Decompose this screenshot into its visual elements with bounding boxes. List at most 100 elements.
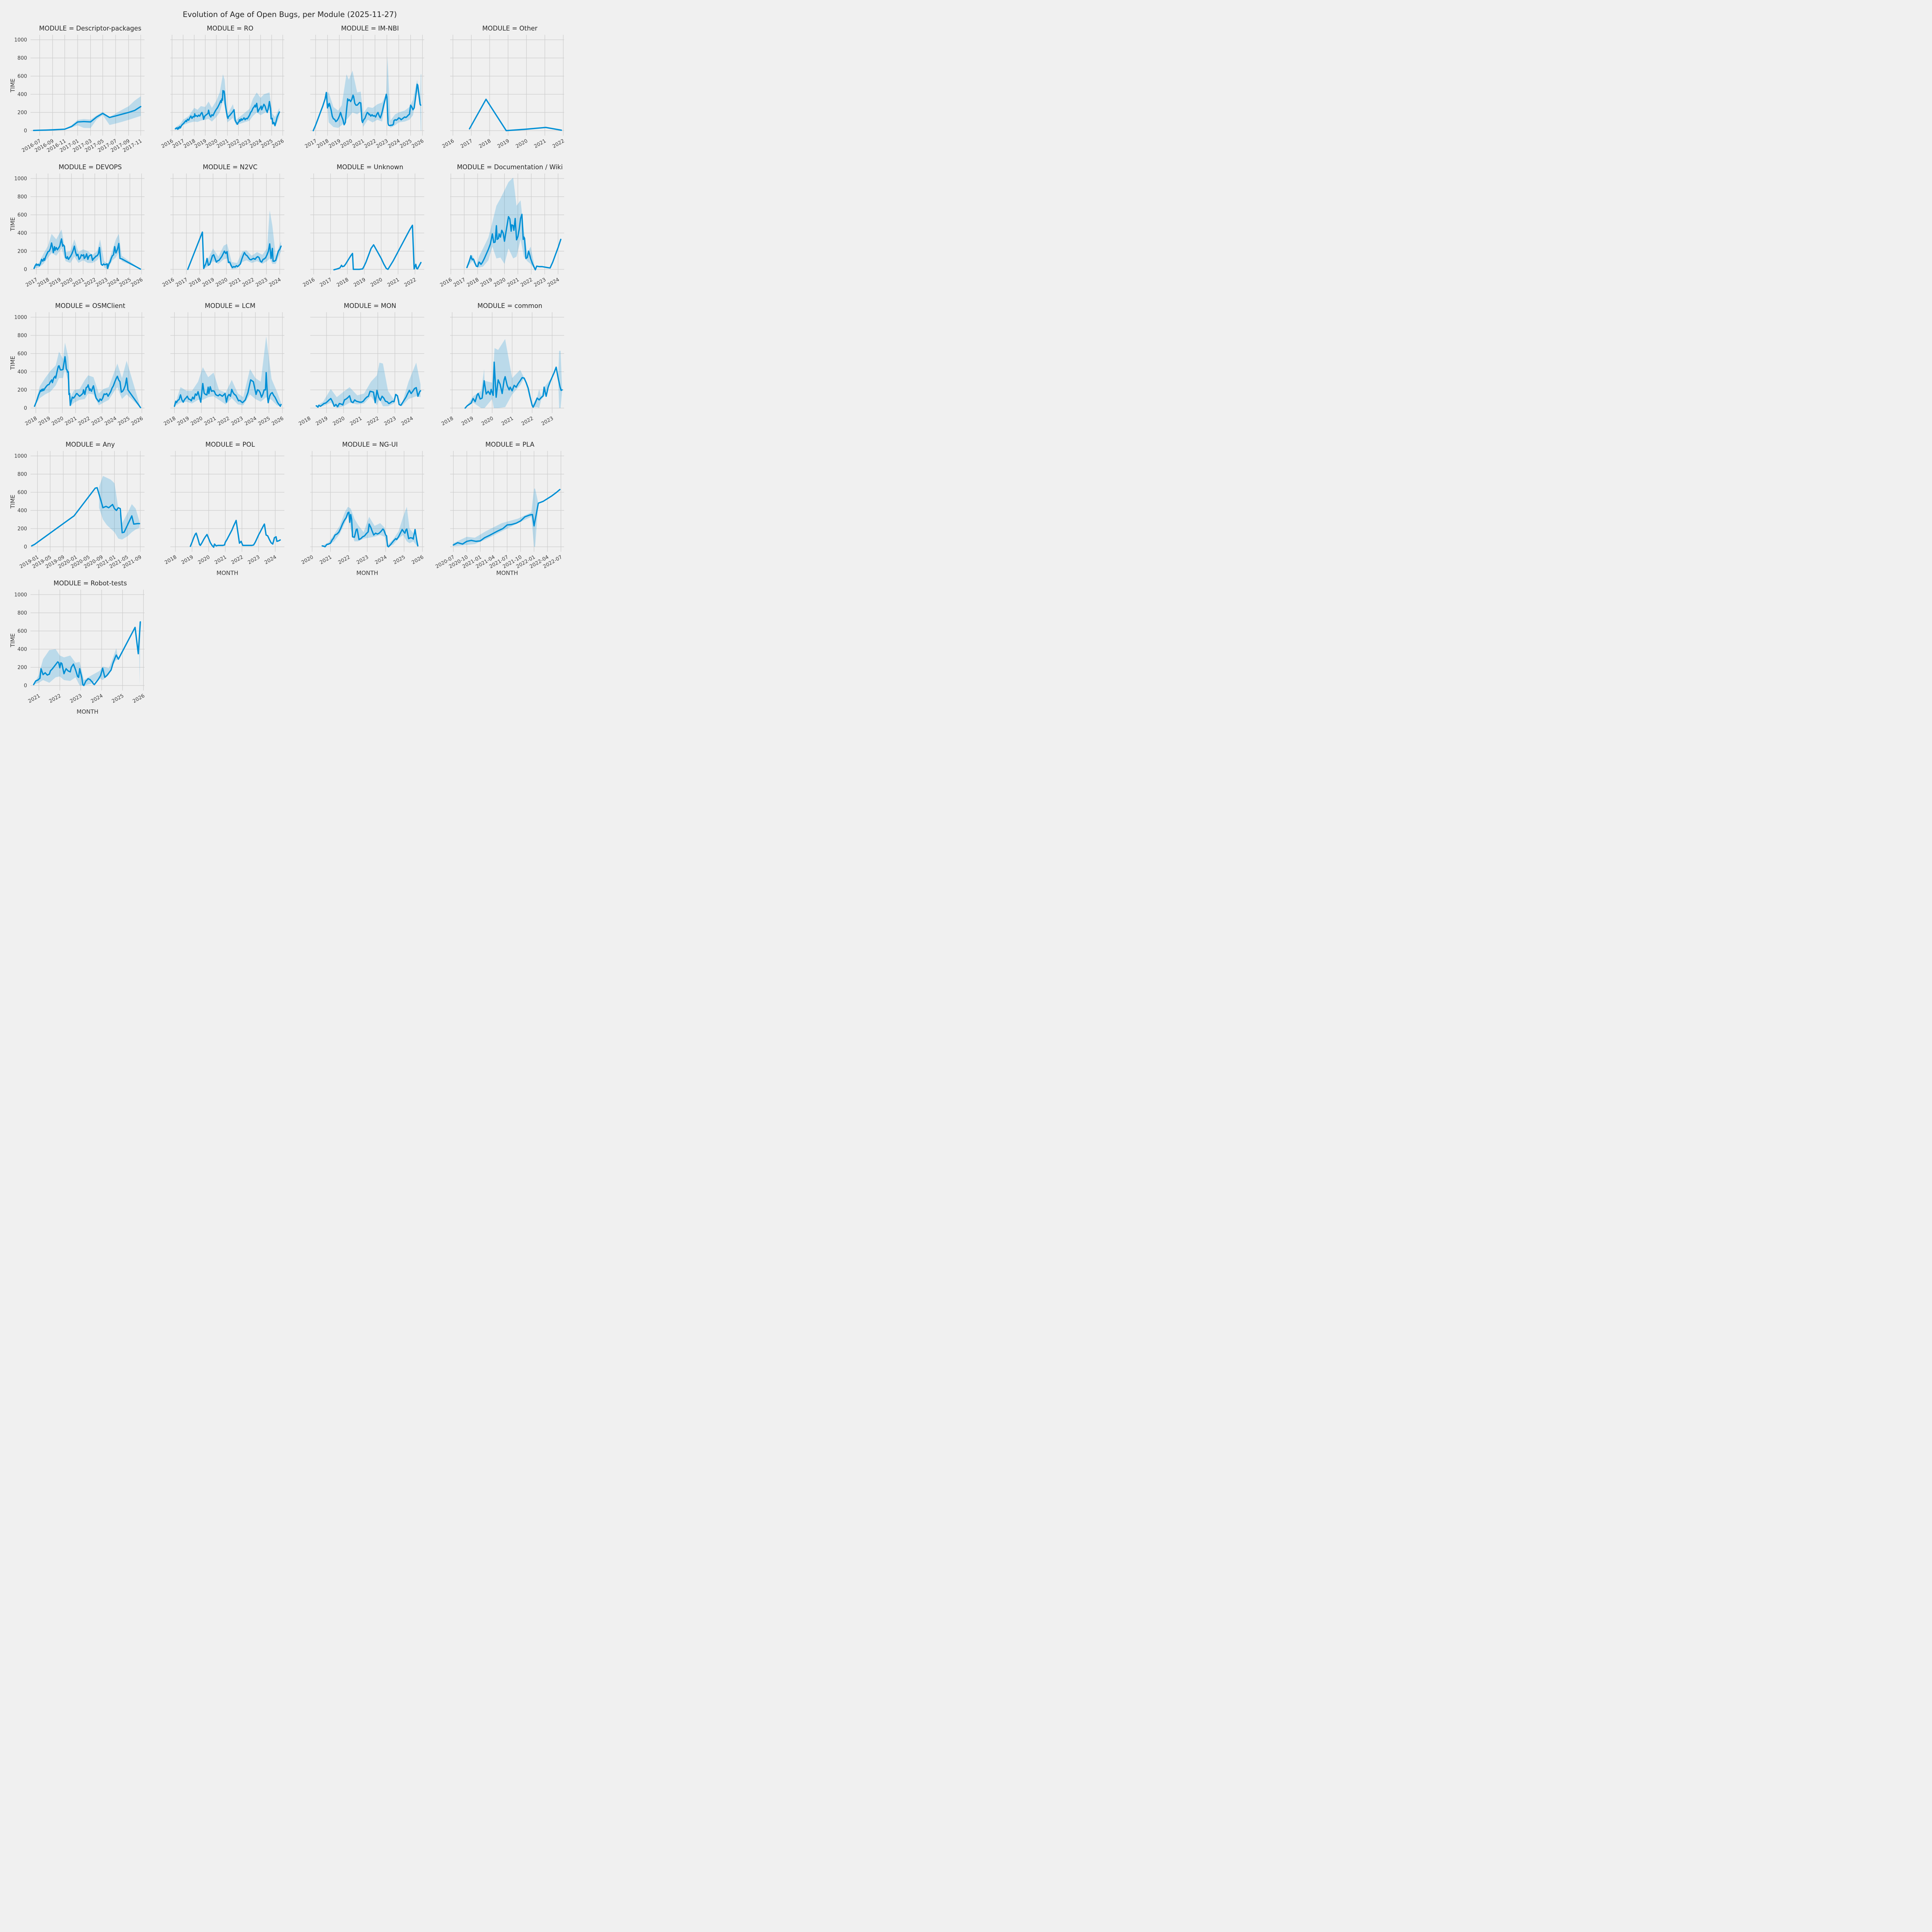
y-axis-label: TIME (9, 495, 16, 509)
x-tick-label: 2025 (399, 138, 413, 150)
facet-common: MODULE = common 2018 2019 2020 2021 2022 2023 (430, 301, 570, 439)
facet-ng-ui: MODULE = NG-UI 2020 2021 2022 2023 2024 2025 20… (290, 440, 430, 577)
facet-title: MODULE = N2VC (202, 163, 258, 171)
x-tick-label: 2018 (440, 415, 454, 427)
x-tick-label: 2023 (533, 277, 547, 288)
x-tick-label: 2022 (217, 415, 231, 427)
y-tick-label: 600 (17, 73, 27, 79)
y-tick-label: 400 (17, 369, 27, 375)
confidence-band (33, 96, 141, 131)
facet-other: MODULE = Other 2016 2017 2018 2019 2020 2021 20… (430, 24, 570, 161)
x-tick-label: 2016 (302, 277, 316, 288)
trend-line (31, 487, 140, 547)
gridlines (310, 35, 424, 136)
x-tick-label: 2020 (481, 415, 495, 427)
x-tick-label: 2020 (51, 415, 65, 427)
x-tick-label: 2023 (383, 415, 397, 427)
y-tick-label: 800 (17, 55, 27, 61)
facet-mon: MODULE = MON 2018 2019 2020 2021 2022 2023 2024 (290, 301, 430, 439)
facet-ro: MODULE = RO 2016 2017 2018 2019 2020 2021 2022 2… (150, 24, 290, 161)
x-tick-label: 2025 (111, 693, 125, 704)
trend-line (466, 214, 561, 270)
x-tick-label: 2022 (363, 138, 377, 150)
x-tick-label: 2018 (164, 554, 178, 566)
x-tick-label: 2016 (162, 277, 175, 288)
x-tick-label: 2026 (132, 693, 146, 704)
x-tick-label: 2016 (439, 277, 453, 288)
x-tick-label: 2023 (230, 415, 244, 427)
y-tick-label: 400 (17, 92, 27, 98)
y-tick-label: 0 (24, 128, 27, 134)
x-tick-label: 2018 (36, 277, 50, 288)
x-tick-label: 2023 (255, 277, 269, 288)
x-tick-label: 2026 (411, 138, 425, 150)
x-tick-label: 2024 (107, 277, 121, 288)
x-tick-label: 2024 (400, 415, 414, 427)
gridlines (170, 173, 284, 274)
x-tick-label: 2024 (264, 554, 277, 566)
x-tick-label: 2021 (27, 693, 41, 704)
facet-im-nbi: MODULE = IM-NBI 2017 2018 2019 2020 2021 2022 2… (290, 24, 430, 161)
x-tick-label: 2024 (268, 277, 282, 288)
x-tick-label: 2021 (386, 277, 400, 288)
facet-title: MODULE = Documentation / Wiki (457, 163, 563, 171)
facet-title: MODULE = OSMClient (55, 302, 126, 310)
x-tick-label: 2022 (551, 138, 565, 150)
x-tick-label: 2020 (60, 277, 74, 288)
facet-title: MODULE = LCM (205, 302, 255, 310)
chart: 2020-072020-102021-012021-042021-072021-… (435, 451, 564, 577)
y-tick-label: 200 (17, 665, 27, 671)
x-tick-label: 2016 (441, 138, 455, 150)
gridlines (450, 35, 564, 136)
x-tick-label: 2023 (69, 693, 83, 704)
facet-title: MODULE = Other (482, 25, 537, 32)
x-tick-label: 2022 (520, 277, 534, 288)
x-tick-label: 2018 (298, 415, 312, 427)
facet-title: MODULE = Robot-tests (53, 580, 127, 587)
facet-title: MODULE = DEVOPS (58, 163, 122, 171)
x-tick-label: 2021 (214, 554, 228, 566)
x-tick-label: 2023 (541, 415, 554, 427)
y-tick-label: 600 (17, 212, 27, 218)
x-tick-label: 2024 (546, 277, 560, 288)
facet-title: MODULE = NG-UI (342, 441, 398, 448)
gridlines (310, 173, 424, 274)
trend-line (187, 231, 282, 270)
y-tick-label: 800 (17, 194, 27, 200)
y-tick-label: 1000 (14, 176, 27, 182)
x-tick-label: 2020 (340, 138, 354, 150)
x-tick-label: 2021 (64, 415, 78, 427)
x-tick-label: 2020 (515, 138, 529, 150)
x-tick-label: 2019 (497, 138, 510, 150)
x-tick-label: 2023 (355, 554, 369, 566)
y-tick-label: 200 (17, 249, 27, 255)
x-tick-label: 2019 (315, 415, 329, 427)
y-tick-label: 200 (17, 526, 27, 532)
x-tick-label: 2020 (190, 415, 204, 427)
y-tick-label: 0 (24, 544, 27, 550)
y-axis-label: TIME (9, 78, 16, 93)
facet-robot-tests: MODULE = Robot-tests 2021 2022 2023 2024 2025… (9, 579, 150, 716)
trend-line (33, 621, 141, 686)
x-tick-label: 2017 (460, 138, 474, 150)
trend-line (469, 99, 562, 131)
x-tick-label: 2021 (203, 415, 217, 427)
x-tick-label: 2021 (349, 415, 363, 427)
facet-title: MODULE = RO (207, 25, 253, 32)
facet-descriptor-packages: MODULE = Descriptor-packages 2016-07 2016-… (9, 24, 150, 161)
facet-n2vc: MODULE = N2VC 2016 2017 2018 2019 2020 2021 202… (150, 163, 290, 300)
page-title: Evolution of Age of Open Bugs, per Modul… (182, 10, 397, 19)
confidence-band (34, 622, 141, 686)
facet-title: MODULE = PLA (485, 441, 534, 448)
trend-line (321, 512, 418, 548)
x-tick-label: 2024 (104, 415, 117, 427)
x-tick-label: 2026 (411, 554, 425, 566)
x-tick-label: 2024 (387, 138, 401, 150)
chart: 2020 2021 2022 2023 2024 2025 2026 MONTH (301, 451, 425, 577)
y-axis-label: TIME (9, 633, 16, 648)
trend-line (34, 356, 141, 408)
y-tick-label: 1000 (14, 315, 27, 320)
x-tick-label: 2021 (352, 138, 366, 150)
